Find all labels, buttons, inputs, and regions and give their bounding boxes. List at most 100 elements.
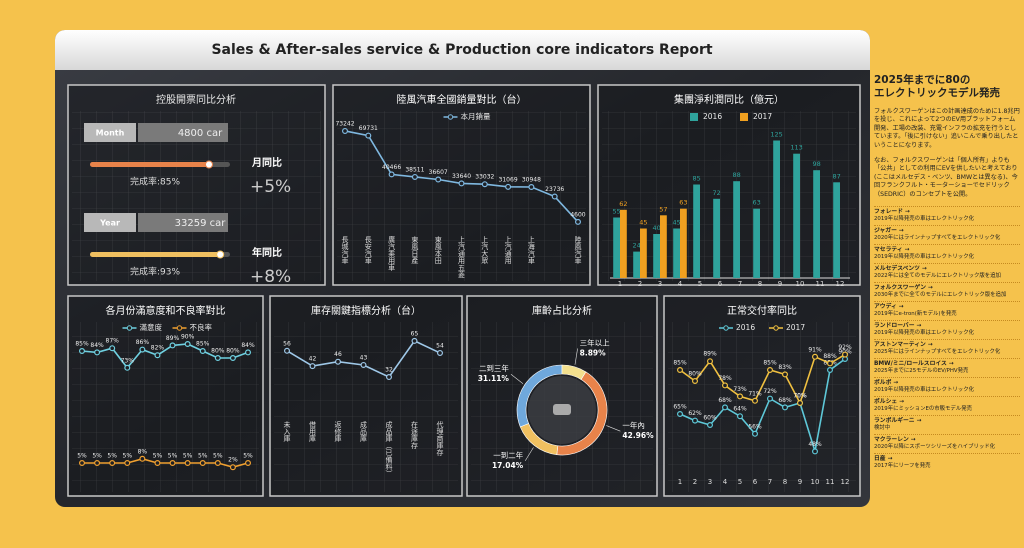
point <box>676 411 683 418</box>
value-label: 45 <box>639 219 647 227</box>
item-name: ポルシェ → <box>874 399 905 406</box>
point <box>781 404 788 411</box>
car-icon <box>553 404 571 415</box>
value-label: 5% <box>92 453 102 460</box>
x-tick-label: 長城汽車 <box>341 236 349 265</box>
bar <box>713 198 720 278</box>
point <box>154 460 161 467</box>
x-tick-label: 在途庫存 <box>411 420 419 449</box>
bar <box>640 228 647 278</box>
x-tick-label: 2 <box>693 478 697 486</box>
x-tick-label: 上海汽車 <box>527 235 535 265</box>
value-label: 125 <box>770 131 782 139</box>
point <box>94 460 101 467</box>
change: +5% <box>250 177 291 197</box>
point <box>411 337 418 344</box>
x-tick-label: 3 <box>708 478 712 486</box>
point <box>766 367 773 374</box>
side-item: マクラーレン → 2020年以降にスポーツシリーズをハイブリッド化 <box>874 434 1020 451</box>
value-label: 43 <box>360 354 368 361</box>
period-label: Month <box>96 129 125 138</box>
value-label: 85% <box>763 360 777 367</box>
value-label: 5% <box>243 453 253 460</box>
slice-value: 31.11% <box>478 374 510 383</box>
progress-bar <box>90 162 209 167</box>
chart-title: 庫齡占比分析 <box>532 304 592 317</box>
amount: 4800 car <box>178 128 223 139</box>
value-label: 84% <box>90 342 104 349</box>
point <box>169 460 176 467</box>
point <box>411 173 418 180</box>
slice-label: 三年以上 <box>580 337 610 347</box>
leader-line <box>606 425 621 432</box>
x-tick-label: 11 <box>816 280 825 288</box>
item-text: 2022年には全てのモデルにエレクトリック版を追加 <box>874 273 1001 280</box>
point <box>199 460 206 467</box>
legend-swatch <box>740 113 748 121</box>
value-label: 4600 <box>570 211 585 218</box>
value-label: 80% <box>688 371 702 378</box>
value-label: 56 <box>283 340 291 347</box>
bar <box>620 209 627 278</box>
legend-dot <box>176 325 183 331</box>
period-label: Year <box>99 219 120 228</box>
point <box>154 352 161 359</box>
slice-value: 8.89% <box>580 348 607 357</box>
point <box>691 378 698 385</box>
value-label: 5% <box>77 453 87 460</box>
period-box <box>84 123 136 142</box>
side-item: フォルクスワーゲン → 2030年までに全てのモデルにエレクトリック版を追加 <box>874 282 1020 299</box>
item-text: 2019年以降発売の車はエレクトリック化 <box>874 216 974 223</box>
value-label: 5% <box>123 453 133 460</box>
legend-swatch <box>690 113 698 121</box>
item-text: 2030年までに全てのモデルにエレクトリック版を追加 <box>874 292 1007 299</box>
point <box>706 358 713 365</box>
bar <box>633 251 640 278</box>
panel-grid <box>668 322 856 492</box>
x-tick-label: 1 <box>678 478 682 486</box>
value-label: 85% <box>673 360 687 367</box>
legend-label: 2017 <box>753 112 772 121</box>
amount: 33259 car <box>175 218 227 229</box>
item-text: 2019年以降発売の車はエレクトリック化 <box>874 387 974 394</box>
item-text: 2025年にはラインナップすべてをエレクトリック化 <box>874 349 1001 356</box>
point <box>458 180 465 187</box>
item-text: 2019年以降発売の車はエレクトリック化 <box>874 254 974 261</box>
point <box>109 345 116 352</box>
value-label: 69731 <box>359 125 378 132</box>
x-tick-label: 陸風汽車 <box>574 235 582 265</box>
value-label: 88 <box>732 171 740 179</box>
legend-label: 本月銷量 <box>461 111 491 121</box>
point <box>139 455 146 462</box>
value-label: 45 <box>672 219 680 227</box>
bar <box>653 234 660 278</box>
x-tick-label: 7 <box>768 478 772 486</box>
item-text: 検討中 <box>874 425 891 432</box>
legend-dot <box>773 325 779 331</box>
point <box>691 417 698 424</box>
value-label: 88% <box>823 353 837 360</box>
value-label: 87 <box>832 172 840 180</box>
progress-knob <box>216 250 225 259</box>
value-label: 2% <box>228 457 238 464</box>
point <box>214 460 221 467</box>
value-label: 63 <box>679 199 687 207</box>
point <box>169 342 176 349</box>
rate-label: 完成率:93% <box>130 266 180 278</box>
side-item: アウディ → 2019年にe-tron(新モデル)を発売 <box>874 301 1020 318</box>
point <box>528 183 535 190</box>
value-label: 5% <box>107 453 117 460</box>
point <box>781 371 788 378</box>
x-tick-label: 1 <box>618 280 622 288</box>
side-item: ランドローバー → 2019年以降発売の車はエレクトリック化 <box>874 320 1020 337</box>
side-item: メルセデスベンツ → 2022年には全てのモデルにエレクトリック版を追加 <box>874 263 1020 280</box>
legend-label: 2016 <box>736 323 755 332</box>
value-label: 42 <box>309 356 317 363</box>
point <box>229 355 236 362</box>
progress-bar <box>90 252 221 257</box>
value-label: 87% <box>106 338 120 345</box>
value-label: 63 <box>752 199 760 207</box>
item-name: マクラーレン → <box>874 437 916 444</box>
bar <box>660 215 667 278</box>
